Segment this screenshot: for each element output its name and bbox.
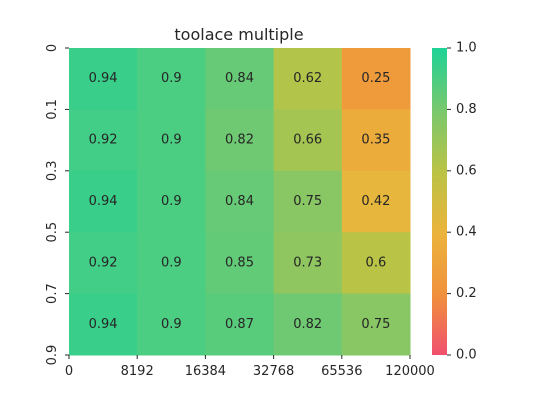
cell-value-label: 0.6: [366, 255, 387, 270]
cell-value-label: 0.92: [89, 133, 118, 148]
heatmap-cell: [69, 48, 138, 110]
heatmap-cell: [205, 109, 275, 172]
heatmap-cell: [69, 170, 138, 233]
heatmap-cell: [273, 109, 343, 172]
cell-value-label: 0.9: [161, 255, 182, 270]
cell-value-label: 0.73: [293, 255, 322, 270]
y-tick-label: 0.1: [45, 99, 60, 120]
cell-value-label: 0.87: [225, 317, 254, 332]
heatmap-cell: [137, 232, 206, 295]
heatmap-cell: [341, 232, 411, 295]
heatmap-cell: [273, 232, 343, 295]
cell-value-label: 0.82: [293, 317, 322, 332]
cell-value-label: 0.94: [89, 317, 118, 332]
heatmap-cell: [137, 170, 206, 233]
heatmap-cell: [205, 48, 275, 110]
cell-value-label: 0.85: [225, 255, 254, 270]
cell-value-label: 0.84: [225, 71, 254, 86]
x-tick-label: 65536: [321, 364, 362, 379]
heatmap-cell: [69, 293, 138, 356]
cell-value-label: 0.82: [225, 133, 254, 148]
cell-value-label: 0.9: [161, 133, 182, 148]
colorbar-tick-label: 1.0: [456, 41, 477, 56]
cell-value-label: 0.84: [225, 194, 254, 209]
cell-value-label: 0.9: [161, 194, 182, 209]
cell-value-label: 0.35: [361, 133, 390, 148]
heatmap-cell: [273, 293, 343, 356]
y-tick-label: 0.9: [45, 345, 60, 366]
x-tick-label: 0: [65, 364, 73, 379]
heatmap-cell: [137, 109, 206, 172]
cell-value-label: 0.92: [89, 255, 118, 270]
cell-value-label: 0.94: [89, 194, 118, 209]
colorbar-gradient: [432, 48, 447, 355]
chart-title: toolace multiple: [174, 25, 303, 44]
cell-value-label: 0.75: [361, 317, 390, 332]
x-tick-label: 32768: [253, 364, 294, 379]
heatmap-cell: [273, 170, 343, 233]
colorbar-tick-label: 0.6: [456, 163, 477, 178]
y-tick-label: 0.3: [45, 160, 60, 181]
y-tick-label: 0.5: [45, 222, 60, 243]
heatmap-cell: [205, 232, 275, 295]
cell-value-label: 0.62: [293, 71, 322, 86]
cell-value-label: 0.9: [161, 317, 182, 332]
x-tick-label: 16384: [185, 364, 226, 379]
y-axis: 0 0.1 0.3 0.5 0.7 0.9: [45, 44, 69, 365]
heatmap-cell: [341, 109, 411, 172]
heatmap-cell: [341, 170, 411, 233]
heatmap-cell: [137, 48, 206, 110]
x-tick-label: 8192: [121, 364, 154, 379]
colorbar-tick-label: 0.2: [456, 286, 477, 301]
heatmap-cell: [205, 293, 275, 356]
cell-value-label: 0.75: [293, 194, 322, 209]
heatmap-cell: [205, 170, 275, 233]
heatmap-cells: 0.94 0.9 0.84 0.62 0.25 0.92 0.9 0.82 0.66 0.35 0.…: [69, 48, 411, 356]
x-tick-label: 120000: [385, 364, 435, 379]
colorbar-tick-label: 0.8: [456, 102, 477, 117]
heatmap-cell: [69, 232, 138, 295]
y-tick-label: 0.7: [45, 283, 60, 304]
heatmap-cell: [69, 109, 138, 172]
heatmap-cell: [137, 293, 206, 356]
heatmap-cell: [341, 48, 411, 110]
cell-value-label: 0.9: [161, 71, 182, 86]
heatmap-cell: [341, 293, 411, 356]
cell-value-label: 0.25: [361, 71, 390, 86]
colorbar-tick-label: 0.4: [456, 225, 477, 240]
heatmap-cell: [273, 48, 343, 110]
y-tick-label: 0: [45, 44, 60, 52]
x-axis: 0 8192 16384 32768 65536 120000: [65, 355, 435, 379]
cell-value-label: 0.94: [89, 71, 118, 86]
cell-value-label: 0.66: [293, 133, 322, 148]
colorbar-tick-label: 0.0: [456, 348, 477, 363]
colorbar: 0.0 0.2 0.4 0.6 0.8 1.0: [432, 41, 477, 363]
cell-value-label: 0.42: [361, 194, 390, 209]
